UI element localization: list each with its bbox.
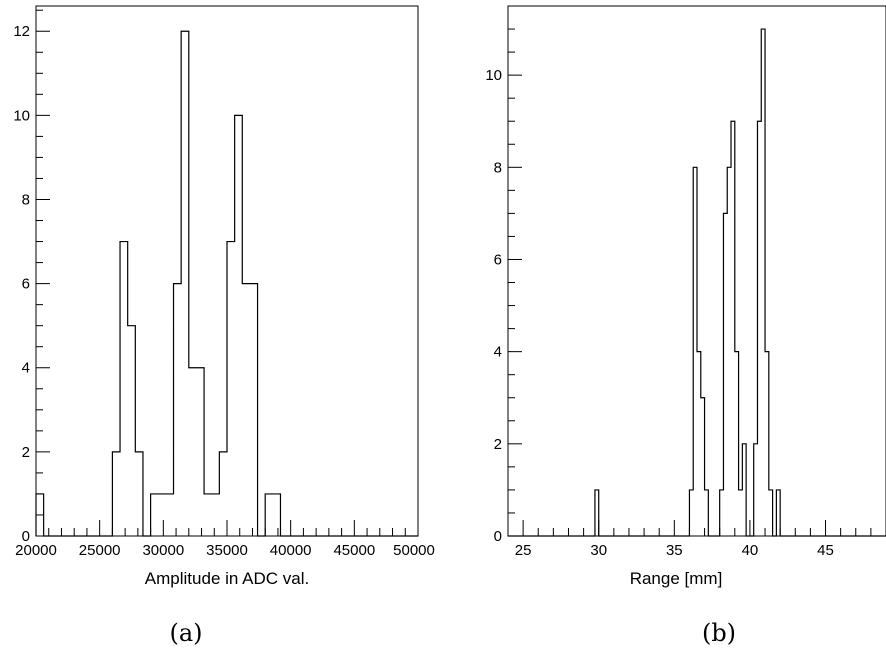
x-tick-label: 35 (666, 542, 683, 559)
histogram-b (508, 28, 886, 537)
y-tick-label: 10 (13, 107, 30, 124)
y-tick-label: 8 (22, 191, 30, 208)
x-tick-label: 40000 (270, 542, 312, 559)
x-axis-label-b: Range [mm] (630, 569, 723, 588)
x-tick-label: 20000 (15, 542, 57, 559)
axis-ticks-a: 20000 25000 30000 35000 40000 45000 50000 0 2 4 6 8… (13, 9, 435, 559)
y-tick-label: 8 (494, 159, 502, 176)
y-tick-label: 10 (485, 67, 502, 84)
y-tick-label: 6 (22, 276, 30, 293)
histogram-a (35, 30, 418, 537)
panel-a: 20000 25000 30000 35000 40000 45000 50000 0 2 4 6 8… (13, 5, 435, 647)
x-tick-label: 40 (742, 542, 759, 559)
caption-a: (a) (169, 619, 202, 647)
x-tick-label: 35000 (206, 542, 248, 559)
y-tick-label: 12 (13, 23, 30, 40)
y-tick-label: 2 (22, 444, 30, 461)
y-tick-label: 0 (22, 528, 30, 545)
y-tick-label: 0 (494, 528, 502, 545)
x-tick-label: 30000 (142, 542, 184, 559)
axis-ticks-b: 25 30 35 40 45 0 2 4 6 8 10 (485, 5, 886, 559)
x-tick-label: 45000 (333, 542, 375, 559)
x-tick-label: 25 (515, 542, 532, 559)
x-tick-label: 45 (817, 542, 834, 559)
x-tick-label: 30 (590, 542, 607, 559)
plot-frame-b (507, 5, 886, 537)
x-tick-label: 50000 (393, 542, 435, 559)
y-tick-label: 2 (494, 436, 502, 453)
x-tick-label: 25000 (79, 542, 121, 559)
panel-b: 25 30 35 40 45 0 2 4 6 8 10 Range [mm] (b) (485, 5, 886, 647)
caption-b: (b) (702, 619, 736, 647)
y-tick-label: 6 (494, 251, 502, 268)
y-tick-label: 4 (494, 344, 502, 361)
y-tick-label: 4 (22, 360, 30, 377)
x-axis-label-a: Amplitude in ADC val. (145, 569, 309, 588)
